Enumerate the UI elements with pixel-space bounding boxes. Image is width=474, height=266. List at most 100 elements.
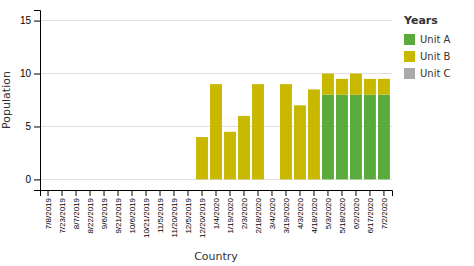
grid-line bbox=[40, 73, 392, 74]
bar bbox=[56, 179, 68, 180]
tick: 1/19/2020 bbox=[226, 190, 235, 234]
tick-mark bbox=[202, 190, 203, 196]
bar-series bbox=[196, 74, 390, 180]
plot-area: 0510157/8/20197/23/20198/7/20198/22/2019… bbox=[0, 11, 393, 264]
bar bbox=[42, 179, 54, 180]
tick-label: 1/4/2020 bbox=[212, 197, 221, 229]
tick-label: 11/5/2019 bbox=[156, 197, 165, 233]
tick-label: 15 bbox=[20, 15, 32, 26]
bar bbox=[84, 179, 96, 180]
tick-label: 7/2/2020 bbox=[380, 197, 389, 229]
tick: 11/20/2019 bbox=[170, 190, 179, 237]
bar bbox=[42, 179, 54, 180]
bar bbox=[210, 84, 222, 85]
bar bbox=[168, 179, 180, 180]
tick: 10/21/2019 bbox=[142, 190, 151, 238]
tick: 3/19/2020 bbox=[282, 190, 291, 234]
bar bbox=[322, 73, 334, 74]
tick-mark bbox=[216, 190, 217, 196]
bar bbox=[266, 179, 278, 180]
bar bbox=[84, 179, 96, 180]
tick: 3/4/2020 bbox=[268, 190, 277, 229]
tick-mark bbox=[118, 190, 119, 196]
bar bbox=[98, 179, 110, 180]
tick-label: 4/18/2020 bbox=[310, 197, 319, 233]
tick-mark bbox=[76, 190, 77, 196]
tick-mark bbox=[355, 190, 356, 196]
tick-mark bbox=[229, 190, 230, 196]
bar bbox=[364, 79, 376, 95]
bar bbox=[70, 179, 82, 180]
tick-label: 8/22/2019 bbox=[86, 197, 95, 233]
bar bbox=[378, 95, 390, 180]
bar bbox=[182, 179, 194, 180]
bar bbox=[126, 179, 138, 180]
tick-label: 2/18/2020 bbox=[254, 197, 263, 233]
bar bbox=[126, 179, 138, 180]
tick: 9/21/2019 bbox=[114, 190, 123, 234]
tick: 12/20/2019 bbox=[198, 190, 207, 238]
bar bbox=[196, 137, 208, 179]
tick-mark bbox=[160, 190, 161, 196]
bar bbox=[70, 179, 82, 180]
tick-label: 2/3/2020 bbox=[240, 197, 249, 229]
tick-label: 4/3/2020 bbox=[296, 197, 305, 229]
tick-mark bbox=[313, 190, 314, 196]
legend-swatch bbox=[404, 34, 415, 45]
tick-mark bbox=[48, 190, 49, 196]
tick: 9/6/2019 bbox=[100, 190, 109, 229]
bar bbox=[98, 179, 110, 180]
bar bbox=[378, 79, 390, 95]
bar bbox=[98, 179, 110, 180]
bar bbox=[280, 84, 292, 85]
tick-mark bbox=[132, 190, 133, 196]
bar bbox=[336, 79, 348, 95]
tick-mark bbox=[34, 21, 40, 22]
bar bbox=[182, 179, 194, 180]
tick: 5/18/2020 bbox=[338, 190, 347, 234]
tick-label: 12/20/2019 bbox=[198, 197, 207, 238]
bar-series bbox=[322, 95, 390, 180]
legend-label: Unit C bbox=[420, 68, 451, 79]
bar bbox=[266, 179, 278, 180]
bar bbox=[294, 105, 306, 106]
bar bbox=[154, 179, 166, 180]
bar bbox=[224, 131, 236, 132]
tick-label: 10/6/2019 bbox=[128, 197, 137, 233]
bar bbox=[56, 179, 68, 180]
tick-mark bbox=[299, 190, 300, 196]
tick: 8/22/2019 bbox=[86, 190, 95, 234]
bar bbox=[308, 89, 320, 179]
tick-mark bbox=[146, 190, 147, 196]
tick: 11/5/2019 bbox=[156, 190, 165, 233]
tick-label: 10 bbox=[20, 68, 32, 79]
tick-mark bbox=[369, 190, 370, 196]
tick-mark bbox=[104, 190, 105, 196]
tick-label: 3/4/2020 bbox=[268, 197, 277, 229]
tick: 10 bbox=[20, 68, 40, 79]
tick-mark bbox=[257, 190, 258, 196]
legend-swatch bbox=[404, 51, 415, 62]
tick-mark bbox=[62, 190, 63, 196]
legend-item: Unit B bbox=[404, 51, 451, 62]
bar bbox=[56, 179, 68, 180]
tick: 2/3/2020 bbox=[240, 190, 249, 229]
legend-item: Unit C bbox=[404, 68, 451, 79]
bar bbox=[252, 84, 264, 85]
tick-label: 6/17/2020 bbox=[366, 197, 375, 233]
bar bbox=[154, 179, 166, 180]
bar bbox=[126, 179, 138, 180]
bar bbox=[336, 95, 348, 180]
tick: 6/2/2020 bbox=[352, 190, 361, 229]
legend-label: Unit B bbox=[420, 51, 451, 62]
bars bbox=[196, 74, 390, 180]
bar bbox=[224, 132, 236, 180]
bar bbox=[140, 179, 152, 180]
tick-mark bbox=[90, 190, 91, 196]
bar bbox=[168, 179, 180, 180]
bar bbox=[70, 179, 82, 180]
bar bbox=[350, 73, 362, 74]
tick-label: 7/8/2019 bbox=[44, 197, 53, 229]
legend-item: Unit A bbox=[404, 34, 451, 45]
bar bbox=[280, 84, 292, 179]
